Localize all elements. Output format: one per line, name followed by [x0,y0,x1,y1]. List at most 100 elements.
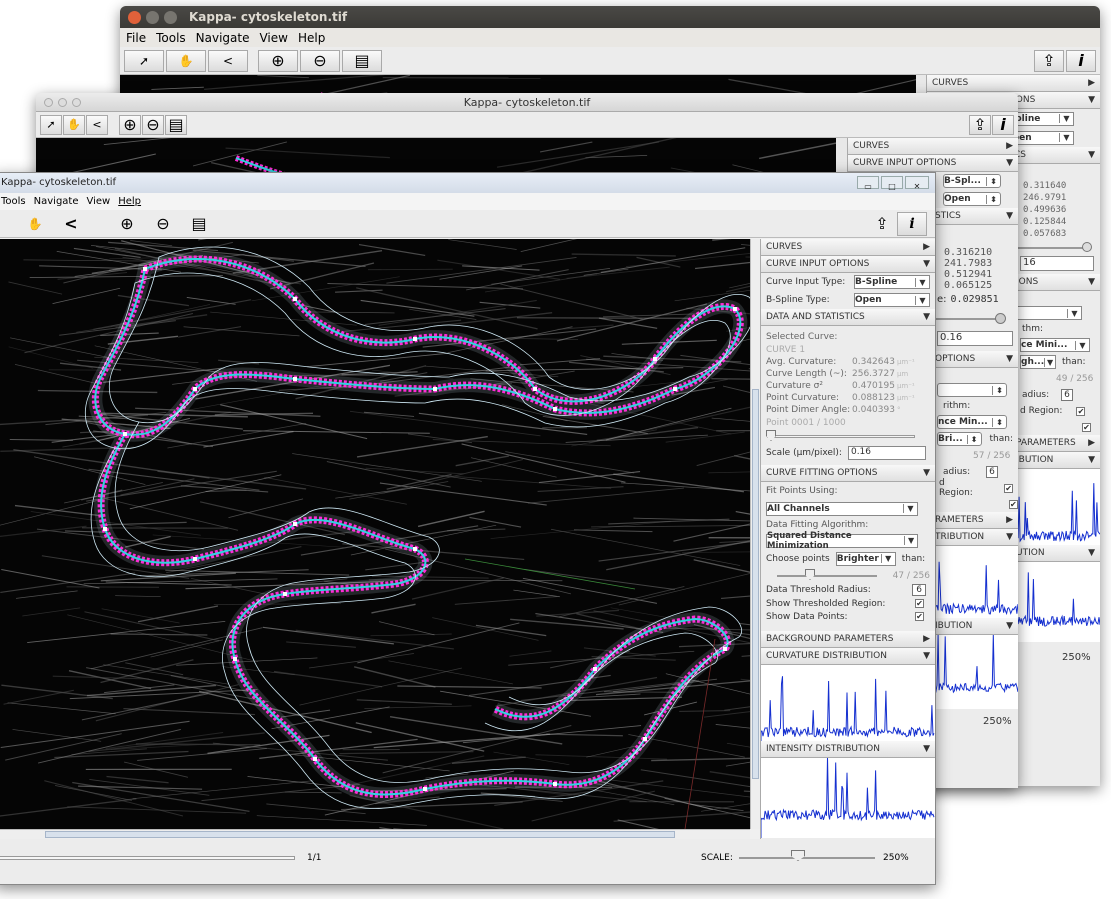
select-tool-button[interactable] [0,212,17,236]
control-point[interactable] [433,387,437,391]
curvature-dist-header[interactable]: CURVATURE DISTRIBUTION ▼ [761,648,935,665]
mid-spline-type-select[interactable]: Open ⬍ [943,192,1001,206]
control-point[interactable] [643,737,647,741]
close-icon[interactable] [128,10,141,24]
zoom-slider-thumb[interactable] [791,850,805,861]
curve-input-type-select[interactable]: B-Spline ▼ [854,275,930,289]
back-curves-header[interactable]: CURVES ▶ [927,75,1100,92]
control-point[interactable] [733,307,737,311]
back-region-checkbox[interactable]: ✔ [1076,406,1086,416]
mid-points-checkbox[interactable]: ✔ [1009,499,1018,509]
menu-navigate[interactable]: Navigate [195,30,250,45]
vertical-scroll-thumb[interactable] [752,389,759,779]
control-point[interactable] [673,387,677,391]
mid-algo-select[interactable]: nce Min... ⬍ [937,415,1007,429]
choose-points-select[interactable]: Brighter ▼ [835,551,896,566]
export-side-button[interactable]: ⇪ [1034,49,1064,72]
pan-tool-button[interactable]: ✋ [166,49,206,72]
mid-fit-select[interactable]: ⬍ [937,383,1007,397]
menu-navigate[interactable]: Navigate [33,196,79,207]
show-points-checkbox[interactable]: ✔ [915,612,924,621]
export-button[interactable]: ▤ [181,212,217,236]
share-tool-button[interactable]: < [53,212,89,236]
control-point[interactable] [193,557,197,561]
control-point[interactable] [313,757,317,761]
back-point-slider[interactable] [1082,242,1092,252]
menu-view[interactable]: View [86,196,111,207]
fitting-header[interactable]: CURVE FITTING OPTIONS ▼ [761,465,935,482]
intensity-dist-header[interactable]: INTENSITY DISTRIBUTION ▼ [761,741,935,758]
control-point[interactable] [553,782,557,786]
maximize-icon[interactable]: □ [881,176,903,191]
vertical-scrollbar[interactable] [750,239,760,829]
fitting-algorithm-select[interactable]: Squared Distance Minimization ▼ [766,531,918,551]
control-point[interactable] [293,377,297,381]
control-point[interactable] [723,647,727,651]
pan-tool-button[interactable]: ✋ [17,212,53,236]
stats-header[interactable]: DATA AND STATISTICS ▼ [761,309,935,326]
control-point[interactable] [293,522,297,526]
info-button[interactable]: i [897,211,927,236]
mid-input-type-select[interactable]: B-Spl... ⬍ [943,174,1001,188]
control-point[interactable] [103,527,107,531]
control-point[interactable] [413,547,417,551]
control-point[interactable] [533,387,537,391]
back-choose-select[interactable]: gh... ▼ [1020,355,1056,369]
control-point[interactable] [413,337,417,341]
menu-tools[interactable]: Tools [1,196,26,207]
export-button[interactable]: ▤ [342,49,382,72]
menu-help[interactable]: Help [297,30,326,45]
frame-slider[interactable] [0,856,295,860]
mid-input-header[interactable]: CURVE INPUT OPTIONS ▼ [848,155,1018,172]
control-point[interactable] [193,387,197,391]
threshold-slider[interactable] [805,569,815,580]
maximize-icon[interactable] [164,10,177,24]
share-tool-button[interactable]: < [86,114,108,135]
horizontal-scroll-thumb[interactable] [45,831,675,838]
mid-scale-field[interactable]: 0.16 [937,330,1013,346]
zoom-out-button[interactable]: ⊖ [142,114,164,135]
mid-region-checkbox[interactable]: ✔ [1004,483,1013,493]
export-side-button[interactable]: ⇪ [969,114,991,135]
select-tool-button[interactable]: ➚ [124,49,164,72]
back-points-checkbox[interactable]: ✔ [1082,422,1091,432]
share-tool-button[interactable]: < [208,49,248,72]
fit-points-select[interactable]: All Channels ▼ [766,501,918,516]
bg-params-header[interactable]: BACKGROUND PARAMETERS ▶ [761,631,935,648]
minimize-icon[interactable] [146,10,159,24]
zoom-out-button[interactable]: ⊖ [145,212,181,236]
menu-view[interactable]: View [259,30,288,45]
pan-tool-button[interactable]: ✋ [63,114,85,135]
zoom-icon[interactable] [72,98,81,107]
control-point[interactable] [653,357,657,361]
back-scale-field[interactable]: 16 [1020,255,1094,271]
control-point[interactable] [553,407,557,411]
zoom-in-button[interactable]: ⊕ [119,114,141,135]
export-button[interactable]: ▤ [165,114,187,135]
front-image-canvas[interactable] [0,239,750,829]
close-icon[interactable] [44,98,53,107]
radius-spinner[interactable]: 6 [912,584,926,596]
control-point[interactable] [143,267,147,271]
close-icon[interactable]: ✕ [905,176,929,191]
zoom-in-button[interactable]: ⊕ [258,49,298,72]
control-point[interactable] [123,432,127,436]
menu-help[interactable]: Help [118,196,142,207]
curves-header[interactable]: CURVES ▶ [761,239,935,256]
show-region-checkbox[interactable]: ✔ [915,599,924,608]
control-point[interactable] [293,297,297,301]
info-button[interactable]: i [992,114,1014,135]
back-fit-select[interactable]: ▼ [1012,306,1082,320]
menu-file[interactable]: File [126,30,147,45]
back-input-type-select[interactable]: -Spline ▼ [1004,111,1074,126]
export-side-button[interactable]: ⇪ [867,212,897,236]
segmented-cell-image[interactable] [0,239,750,829]
horizontal-scrollbar[interactable] [0,829,750,839]
back-algo-select[interactable]: ce Mini... ▼ [1020,338,1090,352]
minimize-icon[interactable]: ▭ [857,176,879,191]
info-button[interactable]: i [1066,49,1096,72]
bspline-type-select[interactable]: Open ▼ [854,293,930,307]
input-options-header[interactable]: CURVE INPUT OPTIONS ▼ [761,256,935,273]
mid-curves-header[interactable]: CURVES ▶ [848,138,1018,155]
scale-field[interactable]: 0.16 [847,446,926,460]
